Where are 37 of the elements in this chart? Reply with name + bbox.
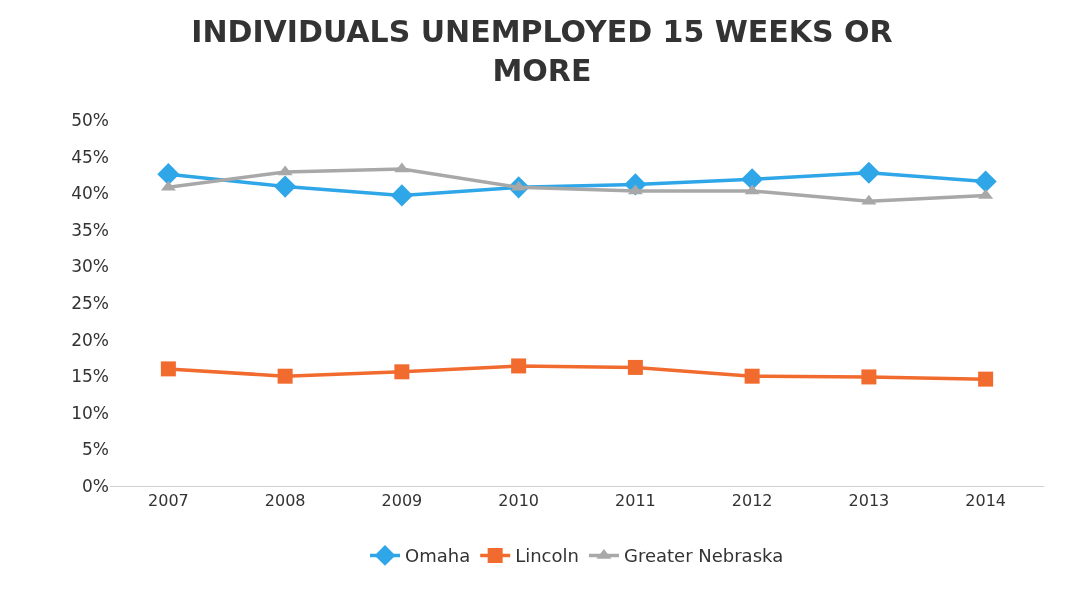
y-tick-label: 40% — [71, 183, 109, 204]
y-tick-label: 5% — [82, 439, 109, 460]
point — [160, 361, 176, 377]
legend-label: Greater Nebraska — [623, 545, 784, 567]
point — [857, 161, 880, 184]
y-tick-label: 20% — [71, 329, 109, 350]
y-tick-label: 0% — [82, 475, 109, 496]
point — [157, 163, 180, 186]
point — [974, 170, 997, 193]
x-tick-label: 2012 — [731, 491, 773, 511]
y-tick-label: 50% — [71, 109, 109, 130]
point — [744, 368, 760, 384]
point — [390, 184, 413, 207]
point — [277, 368, 293, 384]
y-tick-label: 30% — [71, 256, 109, 277]
y-tick-label: 10% — [71, 402, 109, 423]
point — [274, 175, 297, 198]
x-tick-label: 2011 — [615, 491, 656, 511]
point — [627, 359, 643, 375]
x-tick-label: 2013 — [848, 491, 890, 511]
legend-label: Omaha — [405, 545, 471, 567]
y-tick-label: 45% — [71, 146, 109, 167]
y-tick-label: 35% — [71, 219, 109, 240]
point — [511, 358, 527, 374]
x-tick-label: 2014 — [965, 491, 1006, 511]
point — [741, 168, 764, 191]
x-tick-label: 2009 — [381, 491, 423, 511]
point — [978, 371, 994, 387]
legend-label: Lincoln — [515, 545, 579, 567]
point — [861, 369, 877, 385]
y-tick-label: 25% — [71, 292, 109, 313]
x-tick-label: 2010 — [498, 491, 539, 511]
x-tick-label: 2008 — [264, 491, 306, 511]
chart-title: INDIVIDUALS UNEMPLOYED 15 WEEKS OR MORE — [191, 13, 893, 88]
y-tick-label: 15% — [71, 366, 109, 387]
point — [394, 364, 410, 380]
x-tick-label: 2007 — [148, 491, 189, 511]
